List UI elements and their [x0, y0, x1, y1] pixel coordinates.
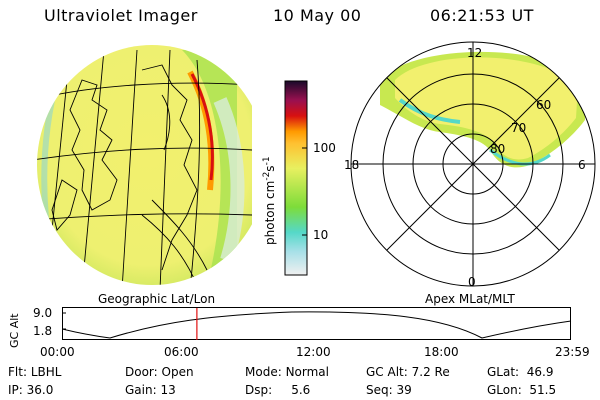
mode-info: Mode: Normal	[245, 365, 329, 379]
time-label: 06:21:53 UT	[430, 6, 534, 25]
gcalt-info: GC Alt: 7.2 Re	[366, 365, 450, 379]
gain-info: Gain: 13	[125, 383, 176, 397]
lat-label-80: 80	[490, 142, 506, 156]
time-tick-0000: 00:00	[40, 345, 75, 359]
mlt-label-18: 18	[344, 158, 360, 172]
ip-info: IP: 36.0	[8, 383, 54, 397]
geographic-image	[37, 45, 252, 285]
date-label: 10 May 00	[273, 6, 362, 25]
polar-plot	[350, 41, 596, 287]
glat-info: GLat: 46.9	[487, 365, 554, 379]
altitude-ylabel: GC Alt	[8, 313, 21, 348]
mlt-label-0: 0	[468, 275, 476, 289]
mlt-label-6: 6	[578, 158, 586, 172]
geographic-label: Geographic Lat/Lon	[98, 292, 216, 306]
time-tick-2359: 23:59	[555, 345, 590, 359]
altitude-plot	[62, 307, 572, 340]
time-tick-1800: 18:00	[424, 345, 459, 359]
flt-info: Flt: LBHL	[8, 365, 62, 379]
colorbar-tick-100: 100	[313, 141, 336, 155]
dsp-info: Dsp: 5.6	[245, 383, 311, 397]
glon-info: GLon: 51.5	[487, 383, 557, 397]
colorbar	[284, 80, 308, 276]
seq-info: Seq: 39	[366, 383, 412, 397]
instrument-title: Ultraviolet Imager	[44, 6, 198, 25]
time-tick-1200: 12:00	[296, 345, 331, 359]
colorbar-tick-10: 10	[313, 228, 329, 242]
colorbar-unit-label: photon cm-2s-1	[262, 156, 277, 245]
lat-label-70: 70	[511, 121, 527, 135]
altitude-ytick-top: 9.0	[33, 306, 53, 320]
lat-label-60: 60	[536, 98, 552, 112]
time-tick-0600: 06:00	[164, 345, 199, 359]
mlt-label-12: 12	[467, 46, 483, 60]
apex-label: Apex MLat/MLT	[425, 292, 515, 306]
altitude-ytick-bottom: 1.8	[33, 324, 53, 338]
door-info: Door: Open	[125, 365, 194, 379]
